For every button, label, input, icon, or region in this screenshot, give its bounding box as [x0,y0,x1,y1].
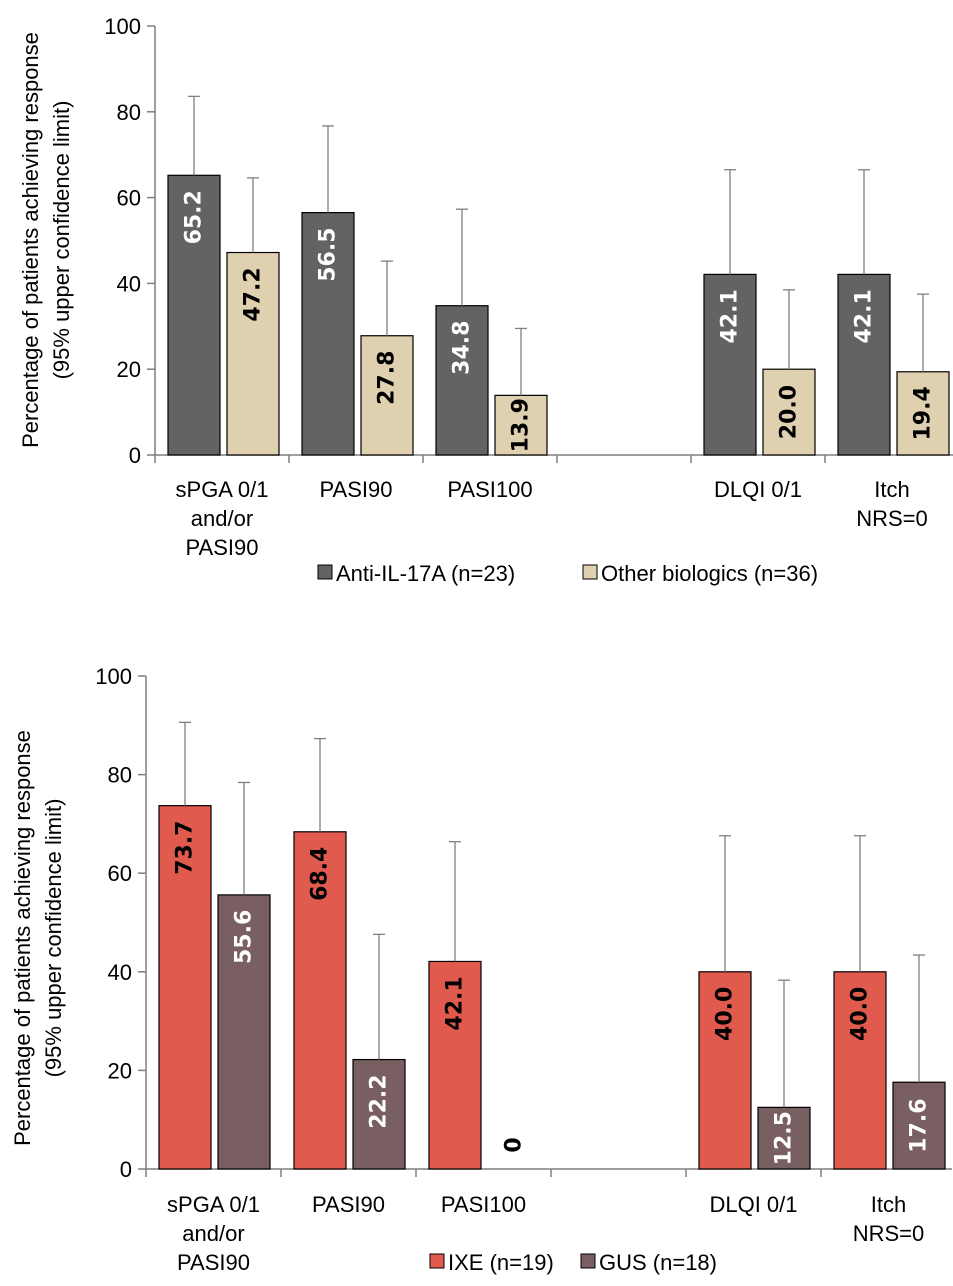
y-tick-label: 100 [104,14,141,39]
y-axis-label: (95% upper confidence limit) [49,101,74,380]
legend-label: GUS (n=18) [599,1250,717,1275]
bar [428,960,482,1170]
bar [833,971,887,1170]
bar [435,305,489,456]
y-tick-label: 80 [108,763,132,788]
data-label: 73.7 [173,821,198,875]
category-label-line: NRS=0 [853,1221,925,1246]
bar [217,894,271,1170]
category-label: PASI100 [441,1192,526,1217]
y-tick-label: 40 [117,271,141,296]
bar [837,273,891,456]
category-label-line: PASI90 [312,1192,385,1217]
y-tick-label: 20 [117,357,141,382]
data-label: 22.2 [367,1074,392,1128]
y-axis-label: Percentage of patients achieving respons… [18,32,43,448]
y-tick-label: 20 [108,1058,132,1083]
category-label-line: sPGA 0/1 [176,477,269,502]
y-tick-label: 60 [108,861,132,886]
category-label: Itch NRS=0 [853,1192,925,1246]
category-label: DLQI 0/1 [709,1192,797,1217]
legend-label: Other biologics (n=36) [601,561,818,586]
data-label: 17.6 [907,1098,932,1152]
legend-swatch [580,1253,596,1269]
y-tick-label: 0 [129,443,141,468]
data-label: 0 [502,1137,527,1152]
data-label: 42.1 [852,289,877,343]
data-label: 12.5 [772,1111,797,1165]
data-label: 13.9 [509,398,534,452]
panel-top: 0 20 40 60 80 100 Percentage of patients achie… [18,14,953,586]
category-label-line: PASI90 [177,1250,250,1275]
bar [757,1106,811,1170]
legend-label: Anti-IL-17A (n=23) [336,561,515,586]
category-label-line: Itch [871,1192,906,1217]
y-tick-label: 100 [95,664,132,689]
data-label: 42.1 [718,289,743,343]
category-label: Itch NRS=0 [856,477,928,531]
bar [896,371,950,456]
category-label-line: PASI100 [447,477,532,502]
bar [352,1058,406,1170]
category-label-line: Itch [874,477,909,502]
bar [226,251,280,456]
category-label-line: PASI90 [186,535,259,560]
category-label-line: PASI100 [441,1192,526,1217]
data-label: 20.0 [777,385,802,439]
category-label: sPGA 0/1 and/or PASI90 [176,477,269,560]
data-label: 68.4 [308,847,333,901]
legend-swatch [317,564,333,580]
data-label: 42.1 [443,976,468,1030]
data-label: 40.0 [713,987,738,1041]
category-label: sPGA 0/1 and/or PASI90 [167,1192,260,1275]
y-tick-label: 60 [117,186,141,211]
bar [360,335,414,456]
category-label: PASI100 [447,477,532,502]
legend-swatch [582,564,598,580]
category-label: PASI90 [312,1192,385,1217]
bar [158,805,212,1170]
bar [703,273,757,456]
category-label: DLQI 0/1 [714,477,802,502]
data-label: 19.4 [911,386,936,440]
y-tick-label: 0 [120,1157,132,1182]
data-label: 55.6 [232,910,257,964]
y-axis-label: (95% upper confidence limit) [41,799,66,1078]
data-label: 65.2 [182,190,207,244]
legend-label: IXE (n=19) [448,1250,554,1275]
bar [293,831,347,1170]
data-label: 47.2 [241,267,266,321]
data-label: 27.8 [375,351,400,405]
category-label-line: and/or [182,1221,244,1246]
category-label-line: DLQI 0/1 [709,1192,797,1217]
category-label-line: sPGA 0/1 [167,1192,260,1217]
bar [762,368,816,456]
panel-bottom: 0 20 40 60 80 100 Percentage of patients achie… [10,664,952,1275]
y-tick-label: 40 [108,960,132,985]
y-tick-label: 80 [117,100,141,125]
category-label-line: and/or [191,506,253,531]
category-label-line: DLQI 0/1 [714,477,802,502]
legend-swatch [429,1253,445,1269]
bar [698,971,752,1170]
bar [167,174,221,456]
y-axis-label: Percentage of patients achieving respons… [10,730,35,1146]
category-label-line: NRS=0 [856,506,928,531]
bar [892,1081,946,1170]
data-label: 40.0 [848,987,873,1041]
category-label-line: PASI90 [320,477,393,502]
data-label: 56.5 [316,227,341,281]
data-label: 34.8 [450,321,475,375]
category-label: PASI90 [320,477,393,502]
